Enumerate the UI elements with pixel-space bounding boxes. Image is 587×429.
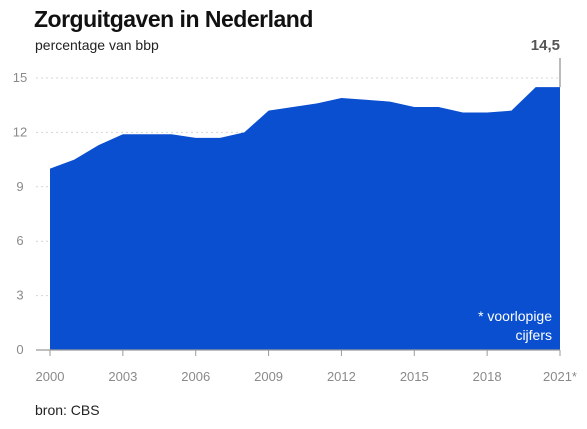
y-tick-label: 6: [16, 233, 23, 248]
area-series: [50, 87, 560, 351]
x-tick-label: 2021*: [543, 369, 577, 384]
callout: 14,5: [531, 37, 561, 88]
x-axis: 2000 2003 2006 2009 2012 2015 2018 2021*: [36, 349, 577, 384]
note-line-2: cijfers: [515, 327, 552, 343]
x-tick-label: 2003: [108, 369, 137, 384]
x-tick-label: 2006: [181, 369, 210, 384]
y-tick-label: 3: [16, 288, 23, 303]
note-line-1: * voorlopige: [478, 308, 552, 324]
callout-value: 14,5: [531, 37, 560, 54]
x-tick-label: 2000: [36, 369, 65, 384]
y-axis: 0 3 6 9 12 15: [13, 70, 27, 357]
y-tick-label: 12: [13, 124, 27, 139]
x-tick-label: 2015: [400, 369, 429, 384]
y-tick-label: 0: [16, 342, 23, 357]
y-tick-label: 15: [13, 70, 27, 85]
x-tick-label: 2009: [254, 369, 283, 384]
x-tick-label: 2018: [473, 369, 502, 384]
chart-subtitle: percentage van bbp: [35, 37, 159, 53]
source-note: bron: CBS: [35, 402, 100, 418]
x-tick-label: 2012: [327, 369, 356, 384]
chart-title: Zorguitgaven in Nederland: [34, 6, 313, 32]
footnote-in-chart: * voorlopige cijfers: [478, 308, 552, 343]
area-fill: [50, 87, 560, 351]
y-tick-label: 9: [16, 179, 23, 194]
